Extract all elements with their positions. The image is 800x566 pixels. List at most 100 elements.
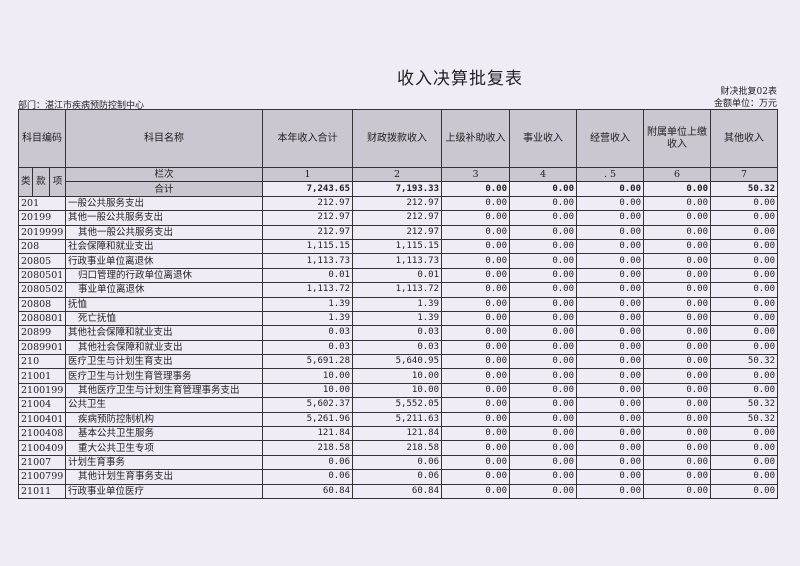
amount-cell: 1,113.73 <box>352 253 442 269</box>
amount-cell: 0.00 <box>576 368 644 384</box>
amount-cell: 0.00 <box>441 195 510 212</box>
amount-cell: 0.00 <box>643 253 711 269</box>
subject-name: 其他一般公共服务支出 <box>65 224 263 240</box>
amount-cell: 0.00 <box>509 354 577 370</box>
subject-name: 归口管理的行政单位离退休 <box>65 267 263 284</box>
amount-cell: 0.00 <box>509 339 577 356</box>
amount-cell: 0.00 <box>509 368 577 384</box>
amount-cell: 0.00 <box>576 238 644 255</box>
amount-cell: 0.00 <box>509 310 577 327</box>
total-label: 合计 <box>65 181 263 197</box>
amount-cell: 0.00 <box>643 382 711 399</box>
amount-cell: 1.39 <box>262 296 353 312</box>
subject-name: 一般公共服务支出 <box>65 195 263 212</box>
amount-cell: 0.00 <box>710 368 778 384</box>
amount-cell: 0.03 <box>262 325 353 341</box>
amount-cell: 0.00 <box>509 397 577 413</box>
amount-cell: 5,552.05 <box>352 397 442 413</box>
amount-cell: 50.32 <box>710 411 778 428</box>
amount-cell: 0.00 <box>576 310 644 327</box>
amount-cell: 0.00 <box>441 267 510 284</box>
subject-code: 21011 <box>18 483 66 499</box>
total-value: 50.32 <box>710 181 778 197</box>
amount-cell: 0.00 <box>509 440 577 456</box>
amount-cell: 0.00 <box>441 210 510 226</box>
amount-cell: 0.00 <box>441 224 510 240</box>
subject-code: 20899 <box>18 325 66 341</box>
amount-cell: 0.00 <box>643 224 711 240</box>
amount-cell: 212.97 <box>352 210 442 226</box>
amount-cell: 0.00 <box>643 325 711 341</box>
amount-cell: 0.00 <box>710 296 778 312</box>
amount-cell: 0.00 <box>576 454 644 471</box>
amount-cell: 0.00 <box>441 483 510 499</box>
header-col: 上级补助收入 <box>441 109 510 168</box>
amount-cell: 0.00 <box>441 339 510 356</box>
amount-cell: 5,211.63 <box>352 411 442 428</box>
subject-name: 医疗卫生与计划生育管理事务 <box>65 368 263 384</box>
total-value: 0.00 <box>509 181 577 197</box>
subject-code: 201 <box>18 195 66 212</box>
amount-cell: 1,113.72 <box>352 282 442 298</box>
amount-cell: 50.32 <box>710 354 778 370</box>
table-row: 21004 公共卫生 5,602.37 5,552.05 0.00 0.00 0.00 0.0… <box>18 397 778 413</box>
lanci-num: 6 <box>643 166 711 183</box>
amount-cell: 0.00 <box>441 426 510 442</box>
lanci-num: 7 <box>710 166 778 183</box>
table-row: 2100401 疾病预防控制机构 5,261.96 5,211.63 0.00 0.00 0… <box>18 411 778 428</box>
amount-cell: 0.00 <box>710 253 778 269</box>
subject-code: 2019999 <box>18 224 66 240</box>
amount-cell: 212.97 <box>262 224 353 240</box>
subject-name: 重大公共卫生专项 <box>65 440 263 456</box>
amount-cell: 10.00 <box>262 368 353 384</box>
amount-cell: 0.00 <box>643 354 711 370</box>
amount-cell: 0.00 <box>576 253 644 269</box>
amount-cell: 0.00 <box>441 282 510 298</box>
amount-cell: 0.00 <box>710 325 778 341</box>
table-row: 2019999 其他一般公共服务支出 212.97 212.97 0.00 0.00 0.0… <box>18 224 778 240</box>
lanci-num: 4 <box>509 166 577 183</box>
subject-name: 其他社会保障和就业支出 <box>65 339 263 356</box>
amount-cell: 0.00 <box>643 454 711 471</box>
amount-cell: 0.00 <box>643 440 711 456</box>
amount-cell: 0.00 <box>441 354 510 370</box>
amount-cell: 0.00 <box>576 296 644 312</box>
table-row: 2080501 归口管理的行政单位离退休 0.01 0.01 0.00 0.00 0.00 0… <box>18 267 778 284</box>
amount-cell: 0.00 <box>643 368 711 384</box>
total-value: 0.00 <box>441 181 510 197</box>
amount-cell: 0.00 <box>643 296 711 312</box>
amount-cell: 0.00 <box>643 267 711 284</box>
subject-code: 2100408 <box>18 426 66 442</box>
subject-code: 2080801 <box>18 310 66 327</box>
table-row: 201 一般公共服务支出 212.97 212.97 0.00 0.00 0.00 0.00 0… <box>18 195 778 212</box>
subject-name: 行政事业单位离退休 <box>65 253 263 269</box>
table-row: 20805 行政事业单位离退休 1,113.73 1,113.73 0.00 0.00 0.… <box>18 253 778 269</box>
amount-cell: 0.00 <box>441 296 510 312</box>
amount-cell: 0.00 <box>576 339 644 356</box>
amount-cell: 0.00 <box>441 382 510 399</box>
amount-cell: 0.00 <box>643 483 711 499</box>
header-col: 事业收入 <box>509 109 577 168</box>
amount-cell: 0.00 <box>441 253 510 269</box>
subject-code: 20805 <box>18 253 66 269</box>
amount-cell: 1.39 <box>262 310 353 327</box>
amount-cell: 0.00 <box>643 411 711 428</box>
amount-cell: 50.32 <box>710 397 778 413</box>
subject-code: 2100401 <box>18 411 66 428</box>
amount-cell: 0.00 <box>509 296 577 312</box>
amount-cell: 0.00 <box>576 440 644 456</box>
department: 部门：湛江市疾病预防控制中心 <box>18 101 145 111</box>
amount-cell: 0.00 <box>441 397 510 413</box>
income-table: 科目编码 科目名称 本年收入合计 财政拨款收入 上级补助收入 事业收入 经营收入… <box>18 109 778 499</box>
amount-cell: 0.00 <box>643 426 711 442</box>
header-col: 财政拨款收入 <box>352 109 442 168</box>
amount-cell: 0.06 <box>352 454 442 471</box>
amount-cell: 1.39 <box>352 296 442 312</box>
subject-name: 疾病预防控制机构 <box>65 411 263 428</box>
total-value: 0.00 <box>643 181 711 197</box>
amount-cell: 0.00 <box>576 210 644 226</box>
table-row: 2100409 重大公共卫生专项 218.58 218.58 0.00 0.00 0.00 0… <box>18 440 778 456</box>
amount-cell: 0.00 <box>509 224 577 240</box>
amount-cell: 0.01 <box>352 267 442 284</box>
subject-name: 其他医疗卫生与计划生育管理事务支出 <box>65 382 263 399</box>
